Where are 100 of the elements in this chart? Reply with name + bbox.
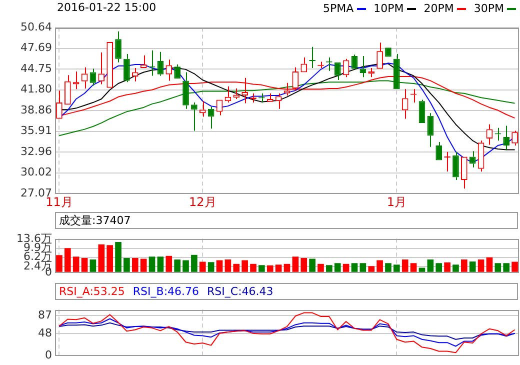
y-tick-label: 41.80 bbox=[20, 82, 52, 96]
y-tick-label: 47.69 bbox=[20, 41, 52, 54]
bar bbox=[199, 262, 206, 272]
bar bbox=[427, 260, 434, 272]
y-tick-label: 0 bbox=[45, 348, 52, 362]
text: RSI_C:46.43 bbox=[207, 284, 274, 299]
bar bbox=[148, 256, 156, 272]
candlestick bbox=[199, 100, 206, 118]
candlestick bbox=[64, 74, 71, 105]
candlestick bbox=[284, 82, 290, 96]
bar bbox=[334, 263, 341, 272]
y-tick-label: 44.75 bbox=[20, 62, 52, 75]
bar bbox=[452, 264, 459, 272]
bar bbox=[98, 244, 105, 272]
bar bbox=[106, 245, 113, 272]
legend-label: 20PM bbox=[424, 1, 454, 17]
bar bbox=[166, 256, 172, 272]
bar bbox=[351, 263, 358, 272]
candlestick bbox=[427, 112, 434, 148]
y-tick-label: 30.02 bbox=[20, 166, 52, 179]
y-tick-label: 38.86 bbox=[20, 103, 52, 116]
bar bbox=[124, 258, 130, 272]
bar bbox=[115, 242, 122, 272]
candlestick bbox=[115, 30, 122, 63]
bar bbox=[368, 266, 375, 272]
candlestick bbox=[452, 151, 459, 181]
bar bbox=[140, 258, 147, 272]
bar bbox=[56, 255, 62, 272]
y-tick-label: 32.96 bbox=[20, 144, 52, 158]
candlestick bbox=[106, 42, 113, 88]
bar bbox=[233, 264, 240, 272]
bar bbox=[436, 263, 442, 272]
x-tick-label: 1月 bbox=[386, 194, 406, 209]
y-tick-label: 50.64 bbox=[20, 20, 52, 34]
candlestick bbox=[275, 92, 282, 110]
bar bbox=[224, 260, 232, 272]
text: RSI_B:46.76 bbox=[132, 284, 200, 299]
legend-label: 30PM bbox=[474, 1, 504, 17]
bar bbox=[376, 260, 383, 272]
x-tick-label: 12月 bbox=[188, 194, 216, 209]
bar bbox=[410, 263, 417, 272]
bar bbox=[191, 254, 198, 272]
bar bbox=[503, 263, 510, 272]
candlestick bbox=[402, 88, 408, 120]
y-tick-label: 35.91 bbox=[20, 124, 52, 138]
candlestick bbox=[376, 42, 383, 69]
bar bbox=[157, 256, 164, 272]
bar bbox=[385, 263, 392, 272]
legend-label: 5PMA bbox=[322, 1, 354, 17]
text: RSI_A:53.25 bbox=[59, 284, 125, 299]
candlestick bbox=[266, 92, 274, 102]
candlestick bbox=[360, 56, 366, 78]
bar bbox=[258, 265, 265, 272]
candlestick bbox=[157, 51, 164, 76]
bar bbox=[250, 264, 256, 272]
candlestick bbox=[174, 64, 180, 79]
chart-title: 2016-01-22 15:00 bbox=[57, 0, 156, 16]
candlestick bbox=[418, 99, 426, 123]
bar bbox=[174, 260, 180, 272]
bar bbox=[284, 264, 290, 272]
bar bbox=[208, 262, 214, 272]
bar bbox=[72, 256, 80, 272]
bar bbox=[81, 258, 88, 272]
bar bbox=[318, 264, 324, 272]
bar bbox=[469, 261, 476, 272]
bar bbox=[90, 260, 96, 272]
bar bbox=[326, 265, 332, 272]
candlestick bbox=[436, 141, 442, 160]
bar bbox=[64, 248, 71, 272]
candlestick bbox=[124, 53, 130, 83]
bar bbox=[182, 260, 189, 272]
y-tick-label: 87 bbox=[38, 308, 52, 322]
bar bbox=[402, 260, 408, 272]
bar bbox=[461, 260, 468, 272]
chart-title: 成交量:37407 bbox=[59, 213, 131, 228]
bar bbox=[444, 262, 450, 272]
bar bbox=[418, 268, 426, 272]
candlestick bbox=[512, 130, 518, 146]
legend-label: 10PM bbox=[374, 1, 404, 17]
candlestick bbox=[216, 100, 223, 116]
bar bbox=[275, 264, 282, 272]
bar bbox=[486, 257, 493, 272]
bar bbox=[512, 262, 518, 272]
candlestick bbox=[351, 54, 358, 69]
bar bbox=[309, 258, 316, 272]
bar bbox=[242, 260, 248, 272]
bar bbox=[300, 258, 308, 272]
bar bbox=[266, 265, 274, 272]
bar bbox=[292, 256, 299, 272]
candlestick bbox=[90, 68, 96, 86]
bar bbox=[360, 263, 366, 272]
bar bbox=[478, 260, 484, 272]
candlestick bbox=[342, 58, 350, 78]
candlestick bbox=[478, 140, 484, 172]
bar bbox=[132, 258, 138, 272]
bar bbox=[494, 263, 502, 272]
bar bbox=[394, 264, 400, 272]
y-tick-label: 48 bbox=[38, 326, 52, 340]
bar bbox=[342, 264, 350, 272]
candlestick bbox=[461, 156, 468, 189]
